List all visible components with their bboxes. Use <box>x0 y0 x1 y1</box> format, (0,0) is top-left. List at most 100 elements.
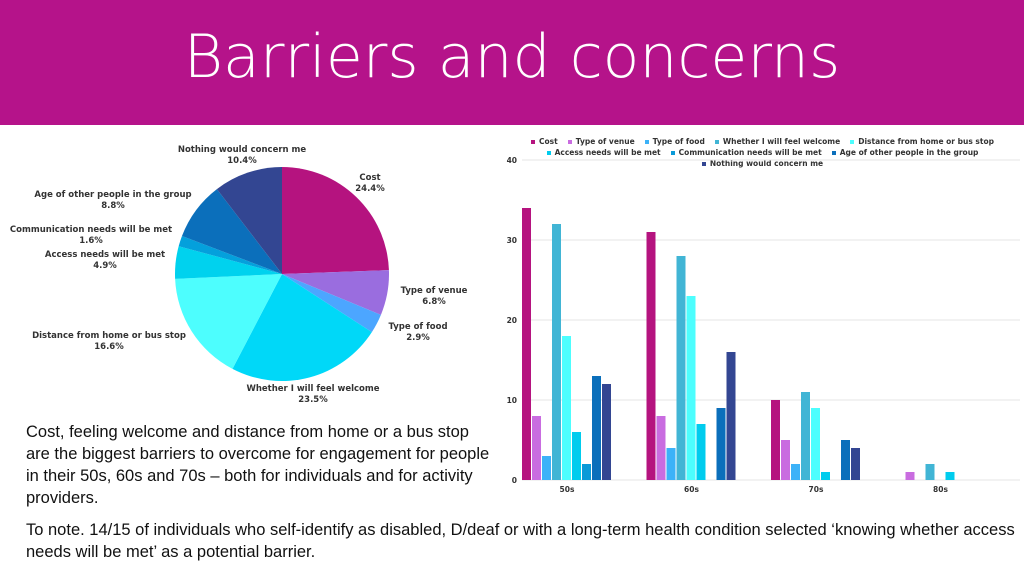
bar-whether-i-will-feel-welcome-80s <box>925 464 935 480</box>
y-tick-label: 10 <box>507 396 517 405</box>
legend-swatch <box>670 151 675 155</box>
pie-label-pct: 10.4% <box>227 156 257 166</box>
legend-swatch <box>567 140 572 144</box>
x-tick-label: 60s <box>684 485 699 494</box>
pie-slice-nothing-would-concern-me <box>216 167 282 274</box>
bar-cost-60s <box>646 232 656 480</box>
bar-chart: 0 10 20 30 40 50s 60s 70s 80s <box>507 156 1020 494</box>
legend-item-type-of-venue: Type of venue <box>567 136 635 147</box>
pie-label-distance-from-home-or-bus-stop: Distance from home or bus stop 16.6% <box>32 331 186 353</box>
bar-communication-needs-will-be-met-50s <box>582 464 591 480</box>
pie-label-text: Age of other people in the group <box>34 190 192 200</box>
pie-chart <box>175 167 389 381</box>
legend-label: Cost <box>539 137 558 146</box>
note-text: To note. 14/15 of individuals who self-i… <box>26 521 1015 561</box>
legend-swatch <box>850 140 855 144</box>
bar-age-of-other-people-in-the-group-50s <box>592 376 601 480</box>
y-tick-label: 0 <box>512 476 517 485</box>
legend-item-distance-from-home-or-bus-stop: Distance from home or bus stop <box>850 136 994 147</box>
legend-label: Access needs will be met <box>554 148 661 157</box>
pie-slice-communication-needs-will-be-met <box>178 235 282 274</box>
legend-label: Nothing would concern me <box>709 159 824 168</box>
pie-label-text: Type of food <box>388 322 448 332</box>
pie-label-communication-needs-will-be-met: Communication needs will be met 1.6% <box>10 225 172 247</box>
pie-label-text: Type of venue <box>400 286 468 296</box>
pie-label-age-of-other-people-in-the-group: Age of other people in the group 8.8% <box>34 190 191 212</box>
bar-type-of-venue-70s <box>781 440 790 480</box>
bar-type-of-venue-50s <box>532 416 541 480</box>
pie-label-nothing-would-concern-me: Nothing would concern me 10.4% <box>178 145 306 167</box>
legend-swatch <box>531 140 535 144</box>
bar-whether-i-will-feel-welcome-50s <box>552 224 561 480</box>
pie-slice-type-of-venue <box>282 270 389 315</box>
legend-swatch <box>546 151 551 155</box>
x-tick-label: 80s <box>933 485 948 494</box>
bar-access-needs-will-be-met-60s <box>696 424 706 480</box>
pie-label-pct: 24.4% <box>355 184 385 194</box>
bar-nothing-would-concern-me-70s <box>851 448 860 480</box>
pie-label-pct: 8.8% <box>101 201 125 211</box>
legend-swatch <box>701 162 706 166</box>
pie-slice-cost <box>282 167 389 274</box>
bar-nothing-would-concern-me-50s <box>602 384 611 480</box>
pie-label-cost: Cost 24.4% <box>355 173 385 195</box>
bar-distance-from-home-or-bus-stop-60s <box>686 296 696 480</box>
legend-label: Age of other people in the group <box>839 148 979 157</box>
bar-distance-from-home-or-bus-stop-50s <box>562 336 571 480</box>
legend-item-whether-i-will-feel-welcome: Whether I will feel welcome <box>714 136 841 147</box>
legend-swatch <box>644 140 649 144</box>
pie-label-text: Whether I will feel welcome <box>246 384 380 394</box>
title-banner: Barriers and concerns <box>0 0 1024 125</box>
pie-label-pct: 16.6% <box>94 342 124 352</box>
legend-swatch <box>714 140 719 144</box>
pie-label-pct: 4.9% <box>93 261 117 271</box>
pie-slice-whether-i-will-feel-welcome <box>232 274 372 381</box>
summary-text: Cost, feeling welcome and distance from … <box>26 423 490 507</box>
bar-access-needs-will-be-met-70s <box>821 472 830 480</box>
pie-label-whether-i-will-feel-welcome: Whether I will feel welcome 23.5% <box>246 384 379 406</box>
legend-item-cost: Cost <box>531 136 558 147</box>
bar-type-of-venue-80s <box>905 472 915 480</box>
bar-cost-70s <box>771 400 780 480</box>
pie-label-text: Distance from home or bus stop <box>32 331 186 341</box>
bar-access-needs-will-be-met-80s <box>945 472 955 480</box>
legend-item-access-needs-will-be-met: Access needs will be met <box>546 147 661 158</box>
bar-nothing-would-concern-me-60s <box>726 352 736 480</box>
page-title: Barriers and concerns <box>183 22 841 92</box>
legend-label: Distance from home or bus stop <box>858 137 994 146</box>
legend-label: Communication needs will be met <box>678 148 822 157</box>
bar-type-of-venue-60s <box>656 416 666 480</box>
bar-type-of-food-60s <box>666 448 676 480</box>
x-tick-label: 50s <box>560 485 575 494</box>
bar-distance-from-home-or-bus-stop-70s <box>811 408 820 480</box>
pie-label-pct: 2.9% <box>406 333 430 343</box>
y-tick-label: 30 <box>507 236 517 245</box>
legend-label: Type of venue <box>575 137 635 146</box>
pie-label-pct: 1.6% <box>79 236 103 246</box>
pie-label-text: Cost <box>359 173 381 183</box>
y-tick-label: 40 <box>507 156 517 165</box>
pie-label-pct: 23.5% <box>298 395 328 405</box>
x-tick-label: 70s <box>809 485 824 494</box>
legend-item-nothing-would-concern-me: Nothing would concern me <box>701 158 824 169</box>
pie-slice-access-needs-will-be-met <box>175 246 282 279</box>
bar-cost-50s <box>522 208 531 480</box>
legend-item-communication-needs-will-be-met: Communication needs will be met <box>670 147 822 158</box>
pie-slice-type-of-food <box>282 274 381 333</box>
bar-type-of-food-50s <box>542 456 551 480</box>
bar-access-needs-will-be-met-50s <box>572 432 581 480</box>
legend-label: Whether I will feel welcome <box>722 137 841 146</box>
y-tick-label: 20 <box>507 316 517 325</box>
legend-item-type-of-food: Type of food <box>644 136 705 147</box>
pie-slice-age-of-other-people-in-the-group <box>181 189 282 274</box>
pie-label-type-of-food: Type of food 2.9% <box>388 322 447 344</box>
pie-label-text: Nothing would concern me <box>177 145 307 155</box>
pie-label-text: Access needs will be met <box>44 250 166 260</box>
bar-age-of-other-people-in-the-group-60s <box>716 408 726 480</box>
bar-type-of-food-70s <box>791 464 800 480</box>
legend-swatch <box>831 151 836 155</box>
pie-label-access-needs-will-be-met: Access needs will be met 4.9% <box>45 250 165 272</box>
pie-label-text: Communication needs will be met <box>9 225 173 235</box>
pie-slice-distance-from-home-or-bus-stop <box>175 274 282 369</box>
pie-label-pct: 6.8% <box>422 297 446 307</box>
